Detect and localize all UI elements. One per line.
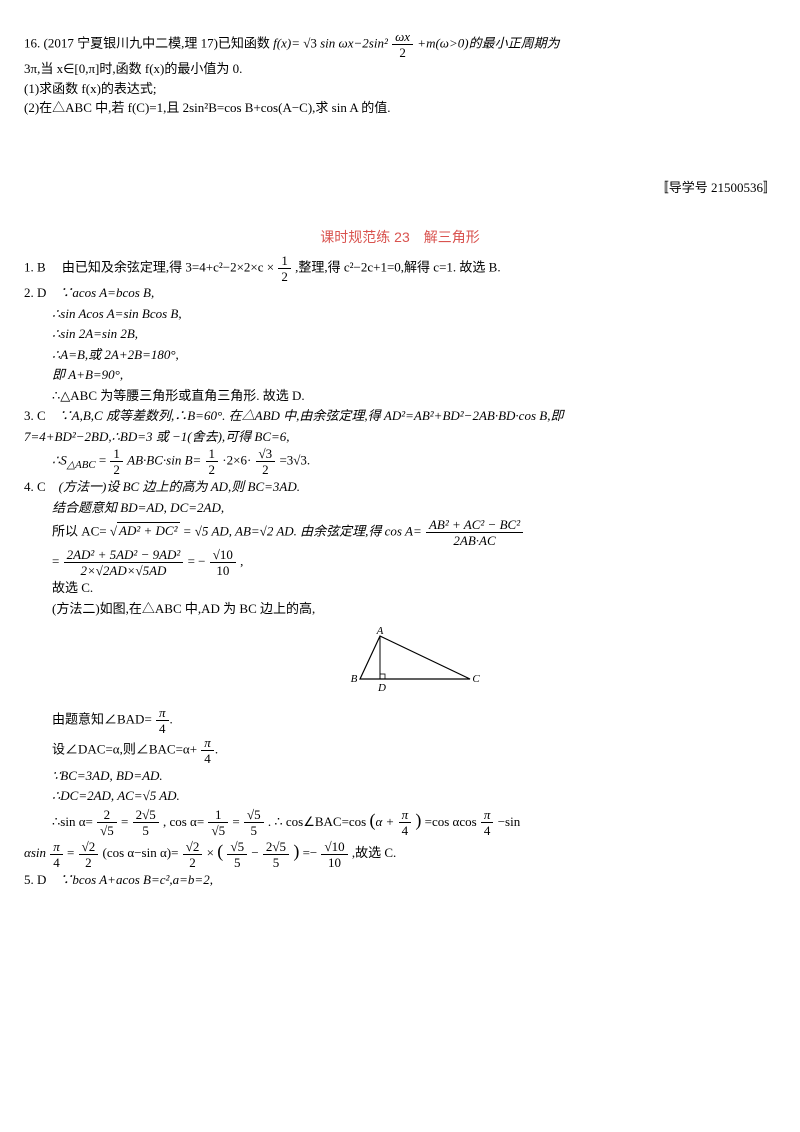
a4-root1: AD² + DC² xyxy=(117,522,179,538)
a3-l3e: =3√3. xyxy=(279,452,310,467)
a4-m1l4c: , xyxy=(240,553,243,568)
a4-m2l6b: = xyxy=(121,814,128,829)
f-5-5: √55 xyxy=(244,808,264,837)
paren-inner: α + xyxy=(375,814,397,829)
a4-m2l7a: αsin xyxy=(24,845,46,860)
q16-sqrt3: √3 xyxy=(303,35,317,50)
r10b: √1010 xyxy=(321,840,347,869)
a1-t2: ,整理,得 c²−2c+1=0,解得 c=1. 故选 B. xyxy=(295,259,500,274)
r2-2b: √22 xyxy=(183,840,203,869)
a3-l2: 7=4+BD²−2BD,∴BD=3 或 −1(舍去),可得 BC=6, xyxy=(24,427,776,447)
a5-text: ∵bcos A+acos B=c²,a=b=2, xyxy=(46,872,213,887)
a2-l1: ∵acos A=bcos B, xyxy=(46,285,154,300)
a4-m2l1: (方法二)如图,在△ABC 中,AD 为 BC 边上的高, xyxy=(24,599,776,619)
a4-m2l2a: 由题意知∠BAD= xyxy=(52,711,152,726)
q16-f1: f(x)= xyxy=(273,35,300,50)
a4-m2l6h: −sin xyxy=(498,814,521,829)
a4-m1l3a: 所以 AC= xyxy=(52,523,107,538)
pi4e: π4 xyxy=(50,840,63,869)
a4-m2l3a: 设∠DAC=α,则∠BAC=α+ xyxy=(52,741,197,756)
a4-m2l6f: cos∠BAC=cos xyxy=(286,814,366,829)
a2-l6: ∴△ABC 为等腰三角形或直角三角形. 故选 D. xyxy=(24,386,776,406)
a4-m1l4b: = − xyxy=(188,553,206,568)
a4-m2l6e: . ∴ xyxy=(268,814,283,829)
a2-l2: ∴sin Acos A=sin Bcos B, xyxy=(24,304,776,324)
a4-m2l6d: = xyxy=(232,814,239,829)
q16-f3: +m(ω>0)的最小正周期为 xyxy=(417,35,559,50)
a4-m1l5: 故选 C. xyxy=(24,578,776,598)
a3-l1: ∵A,B,C 成等差数列,∴B=60°. 在△ABD 中,由余弦定理,得 AD²… xyxy=(46,408,564,423)
paren-l2: ( xyxy=(217,841,223,861)
root-sign: √ xyxy=(110,523,117,538)
q16-part2: (2)在△ABC 中,若 f(C)=1,且 2sin²B=cos B+cos(A… xyxy=(24,98,776,118)
a3-sqrt32: √3 2 xyxy=(256,447,276,476)
pi4c: π4 xyxy=(399,808,412,837)
a4-m2l7f: ,故选 C. xyxy=(352,845,396,860)
a3-half: 1 2 xyxy=(110,447,123,476)
triangle-diagram: A B C D xyxy=(24,624,776,700)
a3-l3d: ·2×6· xyxy=(222,452,251,467)
a3-l3b: = xyxy=(99,452,106,467)
a4-m2l6c: , cos α= xyxy=(163,814,204,829)
guide-ref: 〚导学号 21500536〛 xyxy=(24,178,776,198)
a4-m2l4: ∵BC=3AD, BD=AD. xyxy=(24,766,776,786)
f-25-5: 2√55 xyxy=(133,808,159,837)
a1-frac: 1 2 xyxy=(278,254,291,283)
q16-part1: (1)求函数 f(x)的表达式; xyxy=(24,79,776,99)
a4-m1l1: (方法一)设 BC 边上的高为 AD,则 BC=3AD. xyxy=(46,479,300,494)
q16-line2: 3π,当 x∈[0,π]时,函数 f(x)的最小值为 0. xyxy=(24,59,776,79)
paren-r: ) xyxy=(415,810,421,830)
a1-times: × xyxy=(267,259,274,274)
f-1-5: 1√5 xyxy=(208,808,228,837)
a2-l5: 即 A+B=90°, xyxy=(24,365,776,385)
section-title: 课时规范练 23 解三角形 xyxy=(24,227,776,248)
a4-m2l7b: = xyxy=(67,845,74,860)
a1-label: 1. B xyxy=(24,259,46,274)
a4-m2l6a: ∴sin α= xyxy=(52,814,93,829)
a3-l3a: ∴S xyxy=(52,452,67,467)
f-2-5: 2√5 xyxy=(97,808,117,837)
a4-m1l3b: = √5 AD, AB=√2 AD. 由余弦定理,得 cos A= xyxy=(183,523,422,538)
a3-label: 3. C xyxy=(24,408,46,423)
a4-l4frac: 2AD² + 5AD² − 9AD² 2×√2AD×√5AD xyxy=(64,548,184,577)
a2-label: 2. D xyxy=(24,285,46,300)
a4-r10: √10 10 xyxy=(210,548,236,577)
a4-m2l6g: =cos αcos xyxy=(425,814,477,829)
svg-text:A: A xyxy=(376,625,384,637)
p5: √55 xyxy=(227,840,247,869)
a4-m2l7c: (cos α−sin α)= xyxy=(103,845,179,860)
r2-2: √22 xyxy=(79,840,99,869)
a5-label: 5. D xyxy=(24,872,46,887)
a4-pi4b: π 4 xyxy=(201,736,214,765)
a4-pi4: π 4 xyxy=(156,706,169,735)
a4-m2l7e: =− xyxy=(303,845,318,860)
a4-m2l7d: × xyxy=(207,845,214,860)
a2-l4: ∴A=B,或 2A+2B=180°, xyxy=(24,345,776,365)
q16-head: 16. (2017 宁夏银川九中二模,理 17)已知函数 xyxy=(24,35,273,50)
svg-text:C: C xyxy=(472,673,480,685)
a1-t1: 由已知及余弦定理,得 3=4+c²−2×2×c xyxy=(49,259,264,274)
svg-text:B: B xyxy=(351,673,358,685)
q16-frac: ωx 2 xyxy=(392,30,413,59)
a4-cosfrac: AB² + AC² − BC² 2AB·AC xyxy=(426,518,523,547)
q16-f2: sin ωx−2sin² xyxy=(320,35,388,50)
paren-r2: ) xyxy=(293,841,299,861)
p25: 2√55 xyxy=(263,840,289,869)
a4-m2l5: ∴DC=2AD, AC=√5 AD. xyxy=(24,786,776,806)
a3-l3c: AB·BC·sin B= xyxy=(127,452,201,467)
a3-half2: 1 2 xyxy=(206,447,219,476)
a4-minus: − xyxy=(251,845,262,860)
svg-text:D: D xyxy=(377,682,386,694)
a4-label: 4. C xyxy=(24,479,46,494)
a2-l3: ∴sin 2A=sin 2B, xyxy=(24,324,776,344)
a4-m1l4a: = xyxy=(52,553,63,568)
a4-m1l2: 结合题意知 BD=AD, DC=2AD, xyxy=(24,498,776,518)
pi4d: π4 xyxy=(481,808,494,837)
